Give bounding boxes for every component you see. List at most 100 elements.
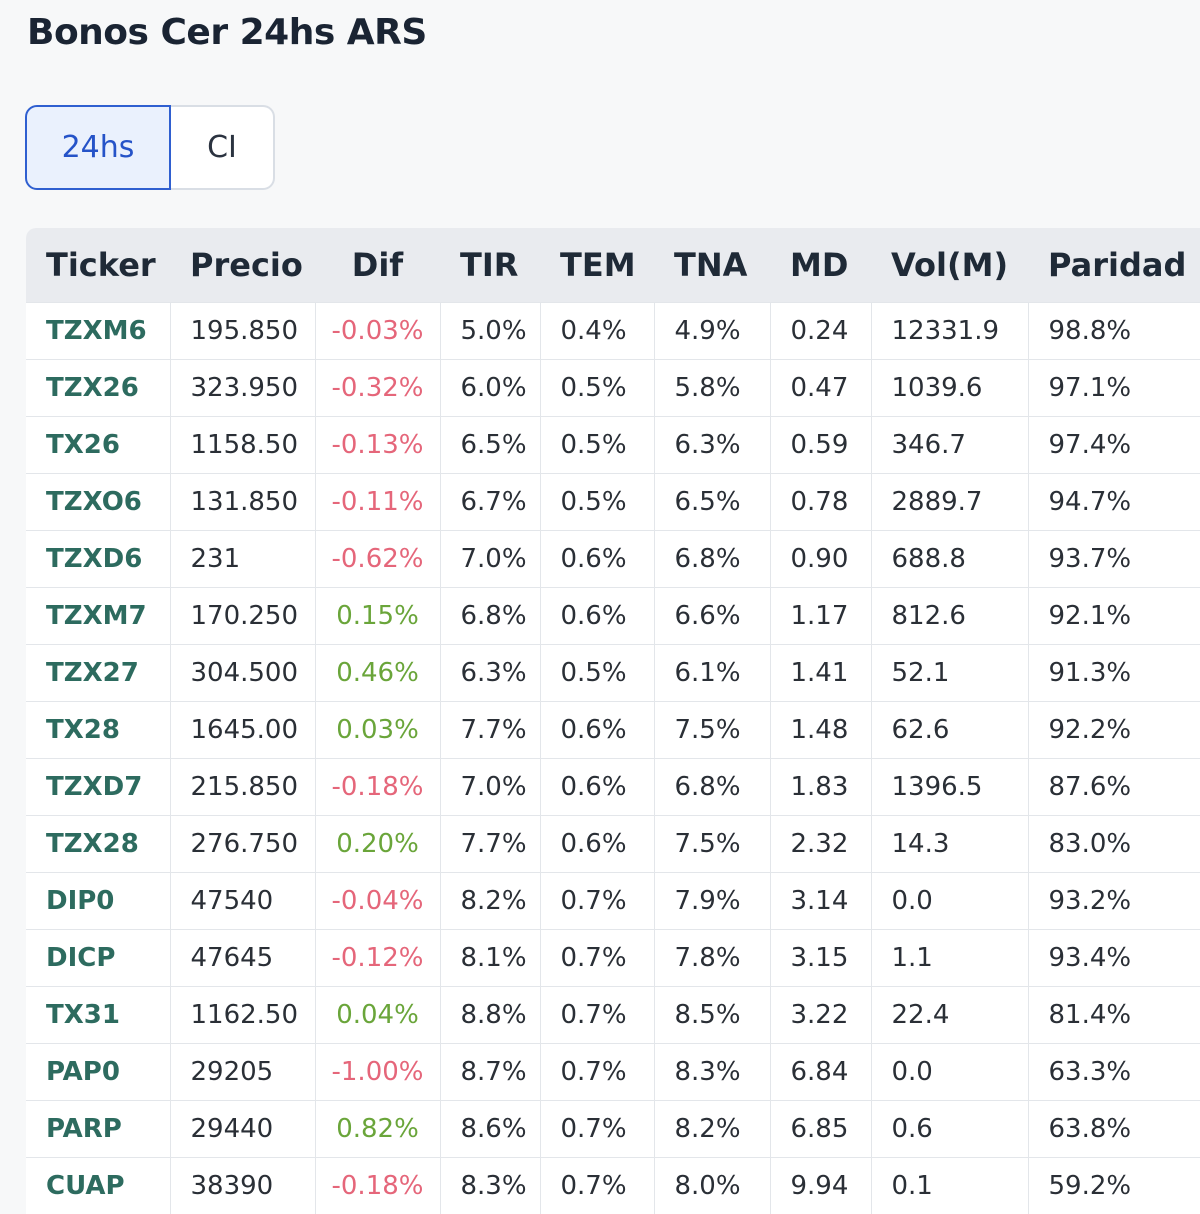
tem-cell: 0.4% [540,302,655,359]
toggle-24hs-button[interactable]: 24hs [25,105,171,190]
table-row[interactable]: PARP 29440 0.82% 8.6% 0.7% 8.2% 6.85 0.6 63.8% [26,1100,1200,1157]
ticker-cell[interactable]: DIP0 [26,872,171,929]
table-row[interactable]: TX28 1645.00 0.03% 7.7% 0.6% 7.5% 1.48 62.6 92.2… [26,701,1200,758]
table-row[interactable]: TZX26 323.950 -0.32% 6.0% 0.5% 5.8% 0.47 1039.6… [26,359,1200,416]
ticker-cell[interactable]: PARP [26,1100,171,1157]
ticker-cell[interactable]: TZX26 [26,359,171,416]
tna-cell: 7.5% [654,701,771,758]
precio-cell: 1645.00 [170,701,316,758]
vol-cell: 812.6 [871,587,1029,644]
tem-cell: 0.6% [540,815,655,872]
ticker-cell[interactable]: PAP0 [26,1043,171,1100]
settlement-toggle: 24hs CI [25,105,275,190]
vol-cell: 0.0 [871,872,1029,929]
ticker-cell[interactable]: TX26 [26,416,171,473]
column-header-vol[interactable]: Vol(M) [891,245,1009,284]
vol-cell: 62.6 [871,701,1029,758]
table-row[interactable]: DICP 47645 -0.12% 8.1% 0.7% 7.8% 3.15 1.1 93.4% [26,929,1200,986]
vol-cell: 0.1 [871,1157,1029,1214]
table-row[interactable]: CUAP 38390 -0.18% 8.3% 0.7% 8.0% 9.94 0.1 59.2% [26,1157,1200,1214]
ticker-cell[interactable]: TZXO6 [26,473,171,530]
column-header-dif[interactable]: Dif [351,245,404,284]
md-cell: 3.14 [770,872,872,929]
precio-cell: 47540 [170,872,316,929]
tna-cell: 8.0% [654,1157,771,1214]
dif-cell: -0.04% [315,872,441,929]
vol-cell: 1039.6 [871,359,1029,416]
table-row[interactable]: TZXM7 170.250 0.15% 6.8% 0.6% 6.6% 1.17 812.6 92… [26,587,1200,644]
md-cell: 3.22 [770,986,872,1043]
paridad-cell: 94.7% [1048,486,1132,517]
vol-cell: 688.8 [871,530,1029,587]
table-row[interactable]: PAP0 29205 -1.00% 8.7% 0.7% 8.3% 6.84 0.0 63.3% [26,1043,1200,1100]
tir-cell: 5.0% [440,302,541,359]
paridad-cell: 93.2% [1048,885,1132,916]
precio-cell: 195.850 [170,302,316,359]
page-title: Bonos Cer 24hs ARS [27,12,427,53]
toggle-ci-button[interactable]: CI [171,105,275,190]
column-header-tem[interactable]: TEM [560,245,636,284]
ticker-cell[interactable]: DICP [26,929,171,986]
paridad-cell: 87.6% [1048,771,1132,802]
ticker-cell[interactable]: TZX28 [26,815,171,872]
precio-cell: 1158.50 [170,416,316,473]
tem-cell: 0.6% [540,587,655,644]
paridad-cell: 97.1% [1048,372,1132,403]
column-header-tna[interactable]: TNA [674,245,748,284]
dif-cell: 0.03% [315,701,441,758]
tna-cell: 4.9% [654,302,771,359]
table-row[interactable]: TZX27 304.500 0.46% 6.3% 0.5% 6.1% 1.41 52.1 91.… [26,644,1200,701]
table-row[interactable]: TZXD7 215.850 -0.18% 7.0% 0.6% 6.8% 1.83 1396.5… [26,758,1200,815]
paridad-cell: 97.4% [1048,429,1132,460]
column-header-md[interactable]: MD [790,245,849,284]
tem-cell: 0.7% [540,872,655,929]
md-cell: 0.90 [770,530,872,587]
table-row[interactable]: TX31 1162.50 0.04% 8.8% 0.7% 8.5% 3.22 22.4 81.4… [26,986,1200,1043]
ticker-cell[interactable]: TZXD7 [26,758,171,815]
paridad-cell: 63.8% [1048,1113,1132,1144]
dif-cell: -0.13% [315,416,441,473]
precio-cell: 47645 [170,929,316,986]
column-header-paridad[interactable]: Paridad [1048,245,1187,284]
ticker-cell[interactable]: CUAP [26,1157,171,1214]
precio-cell: 1162.50 [170,986,316,1043]
column-header-ticker[interactable]: Ticker [46,245,156,284]
table-row[interactable]: TZX28 276.750 0.20% 7.7% 0.6% 7.5% 2.32 14.3 83.… [26,815,1200,872]
tir-cell: 6.7% [440,473,541,530]
ticker-cell[interactable]: TX28 [26,701,171,758]
column-header-precio[interactable]: Precio [190,245,303,284]
vol-cell: 1396.5 [871,758,1029,815]
paridad-cell: 91.3% [1048,657,1132,688]
ticker-cell[interactable]: TX31 [26,986,171,1043]
precio-cell: 276.750 [170,815,316,872]
tir-cell: 6.5% [440,416,541,473]
column-header-tir[interactable]: TIR [460,245,519,284]
table-row[interactable]: TX26 1158.50 -0.13% 6.5% 0.5% 6.3% 0.59 346.7 97… [26,416,1200,473]
tir-cell: 8.2% [440,872,541,929]
table-row[interactable]: TZXM6 195.850 -0.03% 5.0% 0.4% 4.9% 0.24 12331.… [26,302,1200,359]
table-row[interactable]: TZXO6 131.850 -0.11% 6.7% 0.5% 6.5% 0.78 2889.7… [26,473,1200,530]
dif-cell: -0.18% [315,1157,441,1214]
ticker-cell[interactable]: TZXM7 [26,587,171,644]
tem-cell: 0.5% [540,644,655,701]
ticker-cell[interactable]: TZXM6 [26,302,171,359]
vol-cell: 0.6 [871,1100,1029,1157]
tem-cell: 0.7% [540,929,655,986]
tna-cell: 8.2% [654,1100,771,1157]
md-cell: 2.32 [770,815,872,872]
ticker-cell[interactable]: TZXD6 [26,530,171,587]
table-row[interactable]: TZXD6 231 -0.62% 7.0% 0.6% 6.8% 0.90 688.8 93.7% [26,530,1200,587]
table-row[interactable]: DIP0 47540 -0.04% 8.2% 0.7% 7.9% 3.14 0.0 93.2% [26,872,1200,929]
ticker-cell[interactable]: TZX27 [26,644,171,701]
tna-cell: 6.6% [654,587,771,644]
paridad-cell: 93.7% [1048,543,1132,574]
tna-cell: 8.5% [654,986,771,1043]
tem-cell: 0.7% [540,986,655,1043]
tna-cell: 6.3% [654,416,771,473]
md-cell: 6.84 [770,1043,872,1100]
tna-cell: 6.8% [654,758,771,815]
md-cell: 9.94 [770,1157,872,1214]
tem-cell: 0.5% [540,473,655,530]
tir-cell: 6.8% [440,587,541,644]
tir-cell: 8.6% [440,1100,541,1157]
